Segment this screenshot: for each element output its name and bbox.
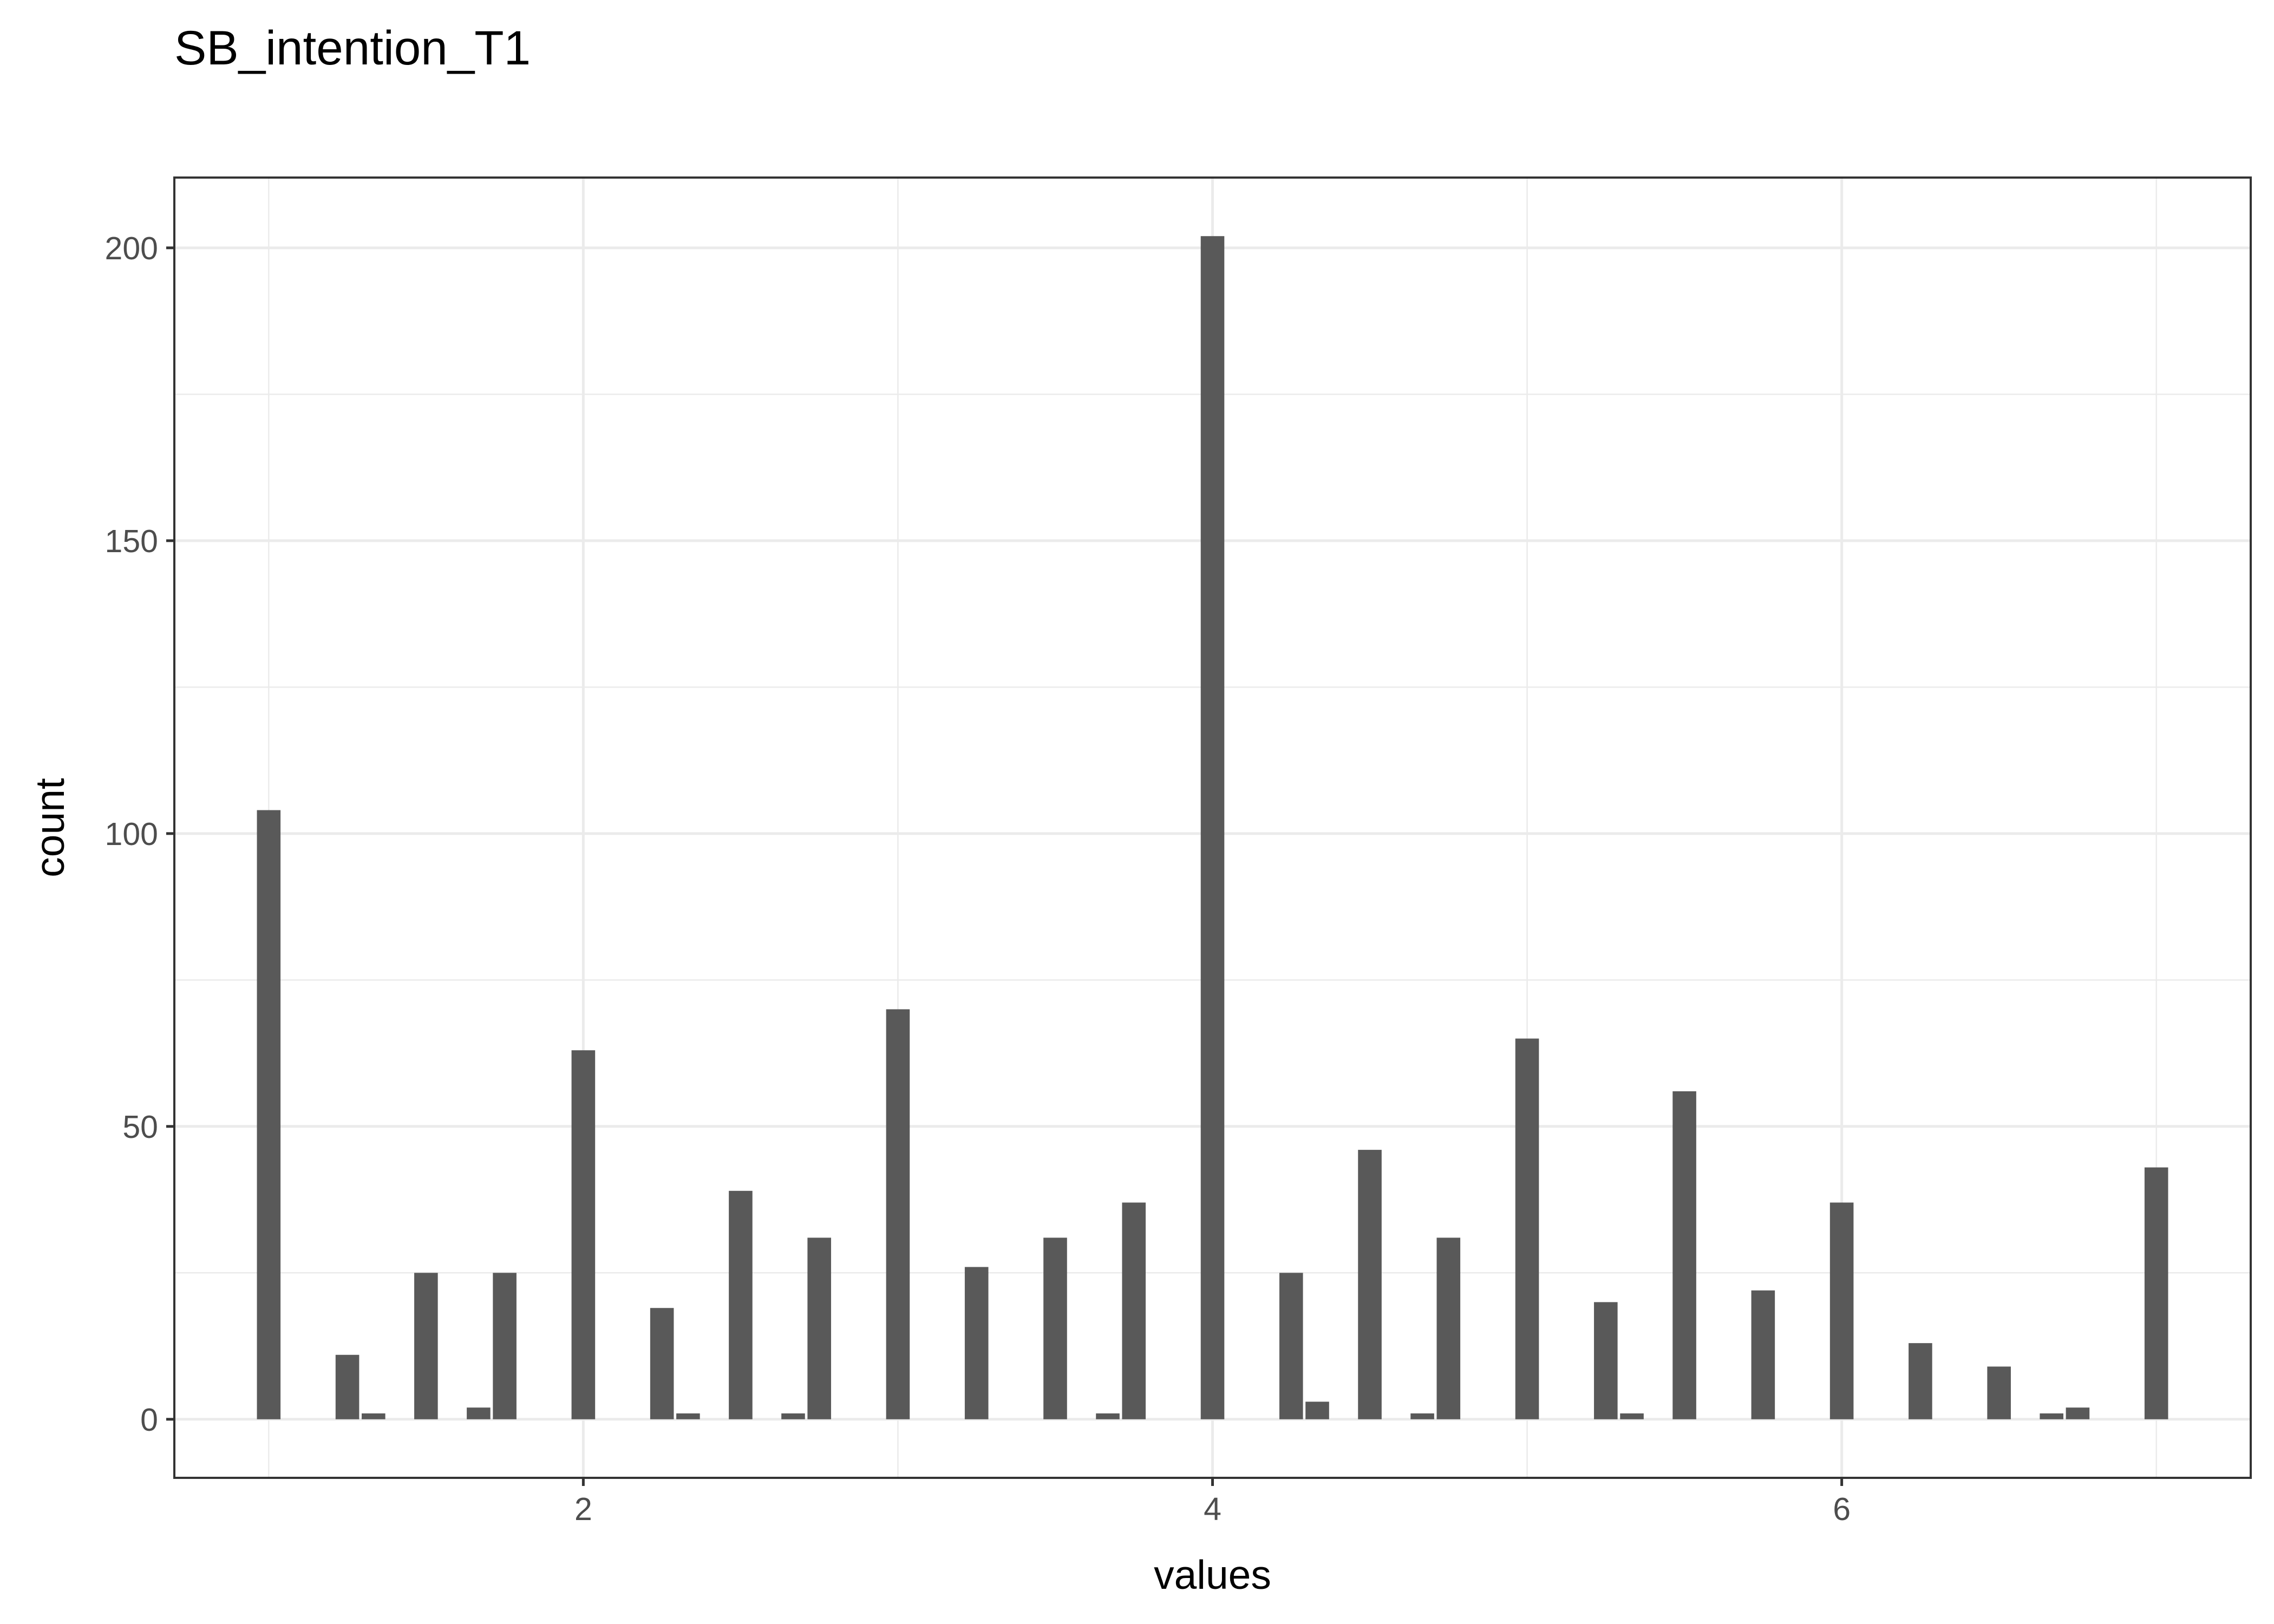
bar [1987, 1366, 2011, 1419]
bar [1305, 1402, 1329, 1419]
bar [1515, 1038, 1539, 1419]
bar [467, 1407, 491, 1419]
y-tick-label: 50 [122, 1109, 158, 1145]
y-tick-label: 0 [140, 1402, 158, 1438]
bar [1096, 1413, 1120, 1419]
bar [1122, 1202, 1146, 1419]
bar [729, 1190, 753, 1419]
bar [1410, 1413, 1434, 1419]
bar [493, 1273, 517, 1419]
plot-panel [173, 176, 2252, 1479]
x-tick-label: 6 [1833, 1491, 1851, 1527]
x-tick-label: 4 [1204, 1491, 1221, 1527]
bar [807, 1237, 831, 1419]
bar [2040, 1413, 2063, 1419]
y-tick-label: 100 [105, 816, 158, 852]
bar [1829, 1202, 1854, 1419]
bar [335, 1354, 360, 1419]
bar [886, 1009, 910, 1419]
y-tick-label: 200 [105, 231, 158, 266]
bar [1200, 236, 1225, 1419]
bar [571, 1050, 596, 1419]
x-axis-title: values [1154, 1552, 1271, 1597]
bar [1358, 1150, 1382, 1419]
bar [257, 810, 281, 1419]
bar [1620, 1413, 1644, 1419]
bar [1909, 1343, 1932, 1419]
bar [650, 1308, 674, 1419]
bar [676, 1413, 700, 1419]
bar [1751, 1290, 1775, 1419]
y-axis: 0 50 100 150 200 [105, 231, 174, 1438]
bar [362, 1413, 385, 1419]
bar [2144, 1167, 2168, 1419]
x-tick-label: 2 [574, 1491, 592, 1527]
x-axis: 2 4 6 [574, 1478, 1851, 1527]
bar [1436, 1237, 1461, 1419]
bar [1594, 1302, 1618, 1419]
bar [964, 1267, 989, 1419]
bar [1672, 1091, 1696, 1419]
bar [1279, 1273, 1303, 1419]
y-axis-title: count [27, 778, 73, 878]
bar [414, 1273, 438, 1419]
bar [1043, 1237, 1067, 1419]
chart-title: SB_intention_T1 [174, 21, 531, 75]
bar [2066, 1407, 2090, 1419]
y-tick-label: 150 [105, 523, 158, 559]
bar [781, 1413, 805, 1419]
bars [257, 236, 2168, 1419]
